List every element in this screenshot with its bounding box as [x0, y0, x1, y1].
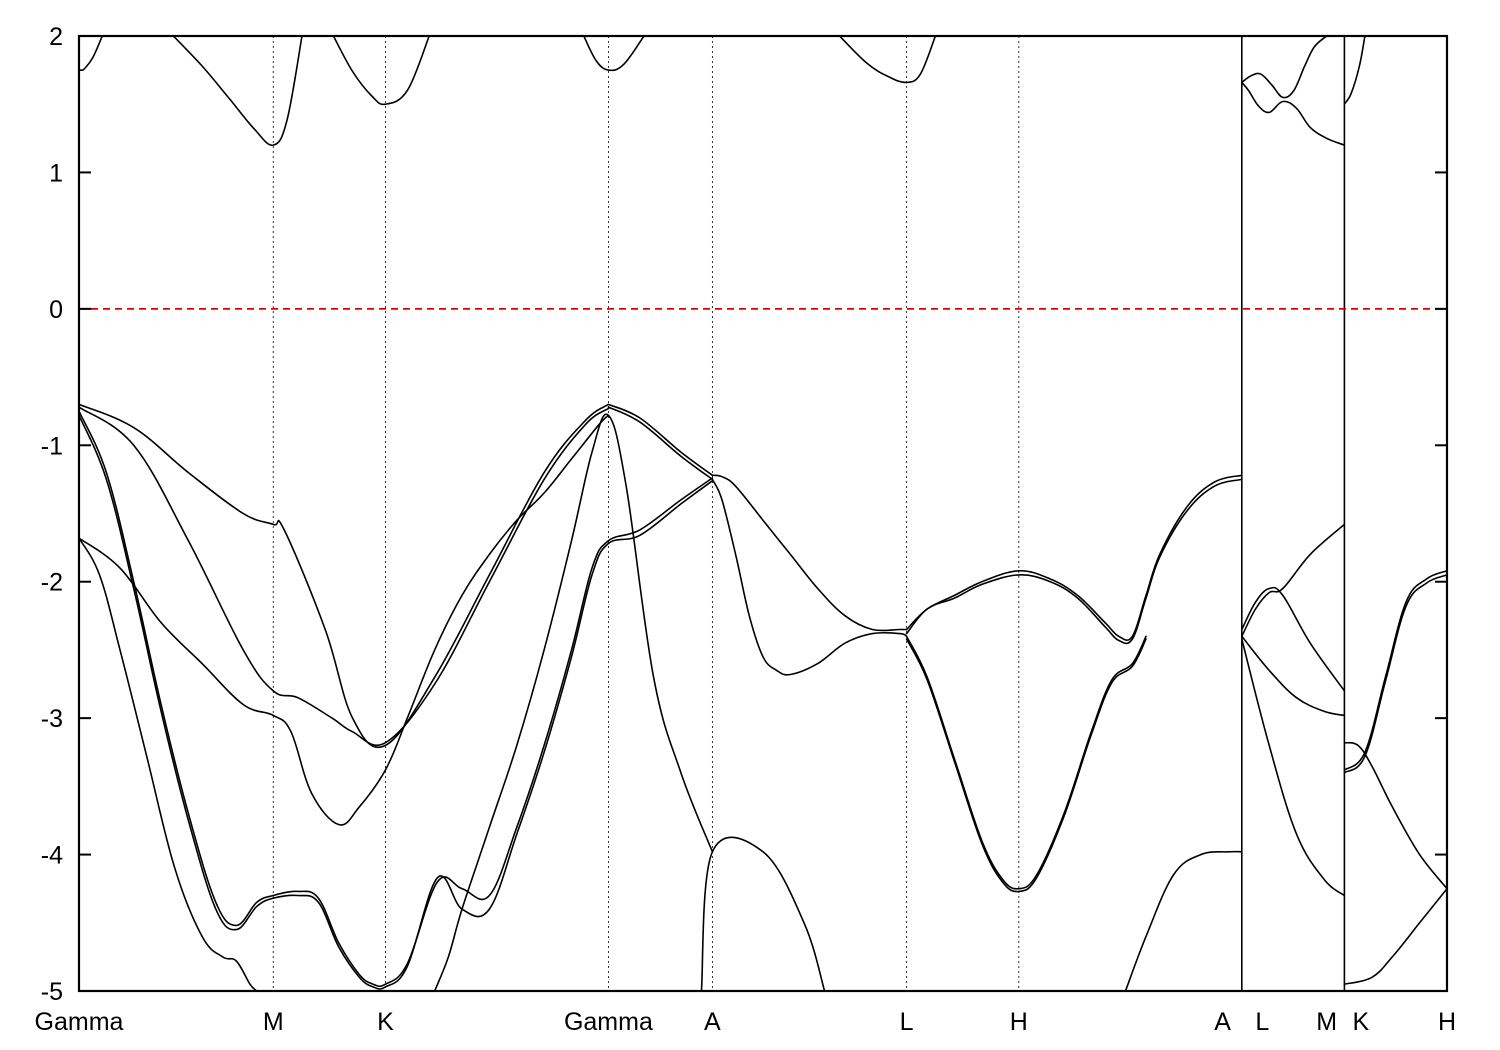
band-line-8 — [1343, 36, 1366, 105]
x-tick-label-a: A — [704, 1008, 721, 1036]
band-line-6 — [1241, 81, 1346, 146]
x-tick-label-h: H — [1438, 1008, 1456, 1036]
x-tick-label-l: L — [900, 1008, 914, 1036]
band-line-29 — [1241, 638, 1346, 897]
band-line-21 — [905, 474, 1243, 641]
band-line-15 — [433, 413, 714, 991]
band-line-24 — [905, 638, 1147, 893]
y-tick-label: -3 — [41, 705, 63, 733]
band-line-10 — [79, 406, 610, 747]
x-tick-label-h: H — [1010, 1008, 1028, 1036]
band-line-28 — [1241, 635, 1346, 717]
band-line-2 — [172, 36, 303, 146]
band-line-3 — [332, 36, 430, 106]
band-line-1 — [79, 36, 104, 72]
band-line-12 — [79, 410, 714, 988]
band-line-14 — [79, 537, 258, 991]
band-line-17 — [607, 406, 714, 481]
band-line-4 — [583, 36, 645, 72]
x-tick-label-l: L — [1255, 1008, 1269, 1036]
band-line-23 — [905, 635, 1147, 890]
x-tick-label-k: K — [1352, 1008, 1369, 1036]
y-axis-ticks: 2 1 0 -1 -2 -3 -4 -5 — [41, 23, 1447, 1006]
y-tick-label: 0 — [49, 296, 63, 324]
kpoint-lines — [272, 36, 1346, 991]
y-tick-label: -5 — [41, 978, 63, 1006]
band-line-32 — [1343, 741, 1447, 890]
band-line-25 — [1124, 850, 1243, 991]
x-tick-label-m: M — [263, 1008, 284, 1036]
band-line-33 — [1343, 887, 1447, 985]
x-tick-label-m: M — [1316, 1008, 1337, 1036]
band-line-30 — [1343, 570, 1447, 771]
x-tick-label-a: A — [1214, 1008, 1231, 1036]
band-line-18 — [711, 474, 908, 632]
band-line-26 — [1241, 523, 1346, 638]
y-tick-label: -2 — [41, 569, 63, 597]
band-line-22 — [905, 478, 1243, 645]
band-line-31 — [1343, 574, 1447, 774]
y-tick-label: 2 — [49, 23, 63, 51]
band-line-19 — [711, 478, 908, 676]
band-line-20 — [700, 836, 826, 991]
y-tick-label: 1 — [49, 159, 63, 187]
x-tick-label-gamma: Gamma — [35, 1008, 124, 1036]
x-tick-label-k: K — [377, 1008, 394, 1036]
band-line-11 — [79, 414, 610, 826]
band-line-13 — [79, 414, 714, 990]
plot-frame — [77, 34, 1449, 993]
band-line-16 — [607, 403, 714, 477]
band-line-7 — [1241, 36, 1328, 99]
band-line-5 — [838, 36, 937, 84]
bands — [79, 36, 1447, 991]
x-axis-labels: Gamma M K Gamma A L H A L M K H — [35, 1008, 1456, 1036]
band-line-9 — [79, 403, 610, 749]
x-tick-label-gamma: Gamma — [564, 1008, 653, 1036]
y-tick-label: -1 — [41, 432, 63, 460]
y-tick-label: -4 — [41, 842, 63, 870]
band-line-27 — [1241, 586, 1346, 692]
